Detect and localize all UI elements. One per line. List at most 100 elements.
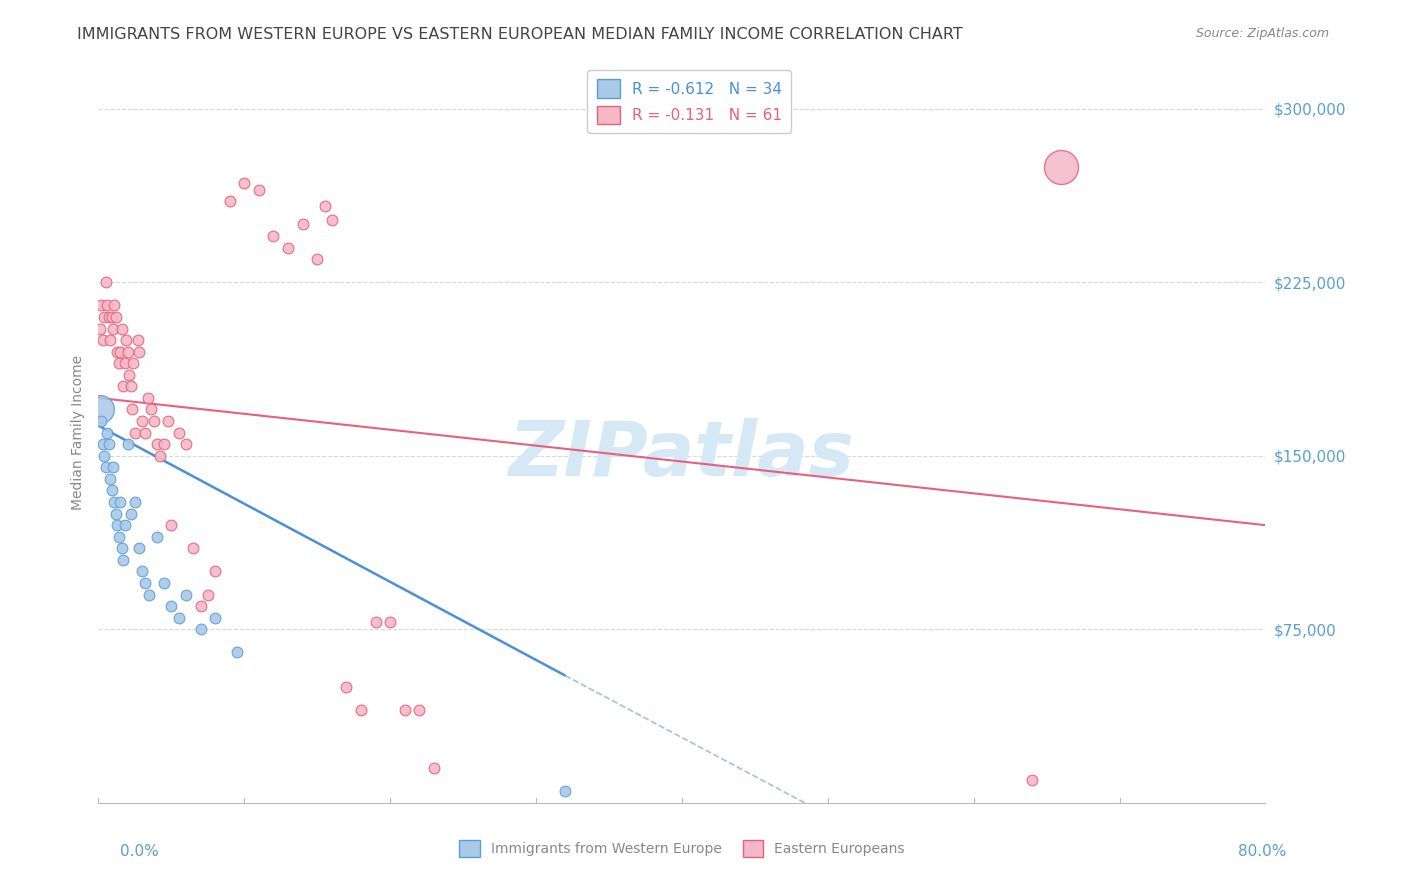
Point [121,402,143,417]
Point [98,472,121,486]
Point [247,183,270,197]
Point [394,703,416,717]
Point [291,218,314,232]
Point [108,356,131,370]
Point [314,199,336,213]
Legend: Immigrants from Western Europe, Eastern Europeans: Immigrants from Western Europe, Eastern … [453,834,911,863]
Point [103,298,125,312]
Point [218,194,240,209]
Point [160,599,183,614]
Point [146,437,169,451]
Point [1050,160,1073,174]
Point [118,368,141,382]
Point [89,402,111,417]
Point [96,298,118,312]
Point [94,275,117,289]
Point [157,414,180,428]
Point [97,437,120,451]
Point [91,437,114,451]
Point [226,645,249,659]
Point [190,622,212,636]
Point [139,402,162,417]
Point [134,425,156,440]
Text: IMMIGRANTS FROM WESTERN EUROPE VS EASTERN EUROPEAN MEDIAN FAMILY INCOME CORRELAT: IMMIGRANTS FROM WESTERN EUROPE VS EASTER… [77,27,963,42]
Point [321,212,343,227]
Point [111,541,134,556]
Point [197,588,219,602]
Point [128,541,150,556]
Point [153,437,176,451]
Point [233,176,256,190]
Point [115,333,138,347]
Point [94,460,117,475]
Point [100,483,122,498]
Point [112,553,135,567]
Point [112,379,135,393]
Point [160,518,183,533]
Point [93,449,115,463]
Point [153,576,176,591]
Point [149,449,172,463]
Point [96,425,118,440]
Point [167,425,190,440]
Point [122,356,145,370]
Point [204,610,226,624]
Point [554,784,576,798]
Point [101,321,124,335]
Point [114,356,136,370]
Point [1021,772,1043,787]
Point [110,495,132,509]
Point [120,379,142,393]
Point [350,703,373,717]
Point [93,310,115,324]
Point [108,530,131,544]
Point [262,229,284,244]
Point [408,703,430,717]
Point [89,321,111,335]
Point [134,576,156,591]
Point [91,333,114,347]
Point [127,333,149,347]
Point [90,298,112,312]
Point [124,495,146,509]
Point [97,310,120,324]
Point [174,588,197,602]
Point [335,680,357,694]
Point [380,615,402,630]
Point [111,321,134,335]
Text: 0.0%: 0.0% [120,845,159,859]
Point [364,615,387,630]
Point [90,414,112,428]
Point [103,495,125,509]
Point [104,507,127,521]
Point [117,344,139,359]
Point [138,588,160,602]
Point [131,565,153,579]
Point [105,344,128,359]
Text: 80.0%: 80.0% [1239,845,1286,859]
Point [105,518,128,533]
Point [181,541,204,556]
Point [104,310,127,324]
Point [131,414,153,428]
Point [142,414,165,428]
Point [128,344,150,359]
Point [174,437,197,451]
Point [167,610,190,624]
Point [98,333,121,347]
Point [101,460,124,475]
Y-axis label: Median Family Income: Median Family Income [70,355,84,510]
Text: ZIPatlas: ZIPatlas [509,417,855,491]
Point [117,437,139,451]
Point [120,507,142,521]
Point [190,599,212,614]
Point [146,530,169,544]
Point [423,761,446,775]
Point [114,518,136,533]
Point [204,565,226,579]
Text: Source: ZipAtlas.com: Source: ZipAtlas.com [1195,27,1329,40]
Point [277,240,299,255]
Point [307,252,329,266]
Point [136,391,159,405]
Point [100,310,122,324]
